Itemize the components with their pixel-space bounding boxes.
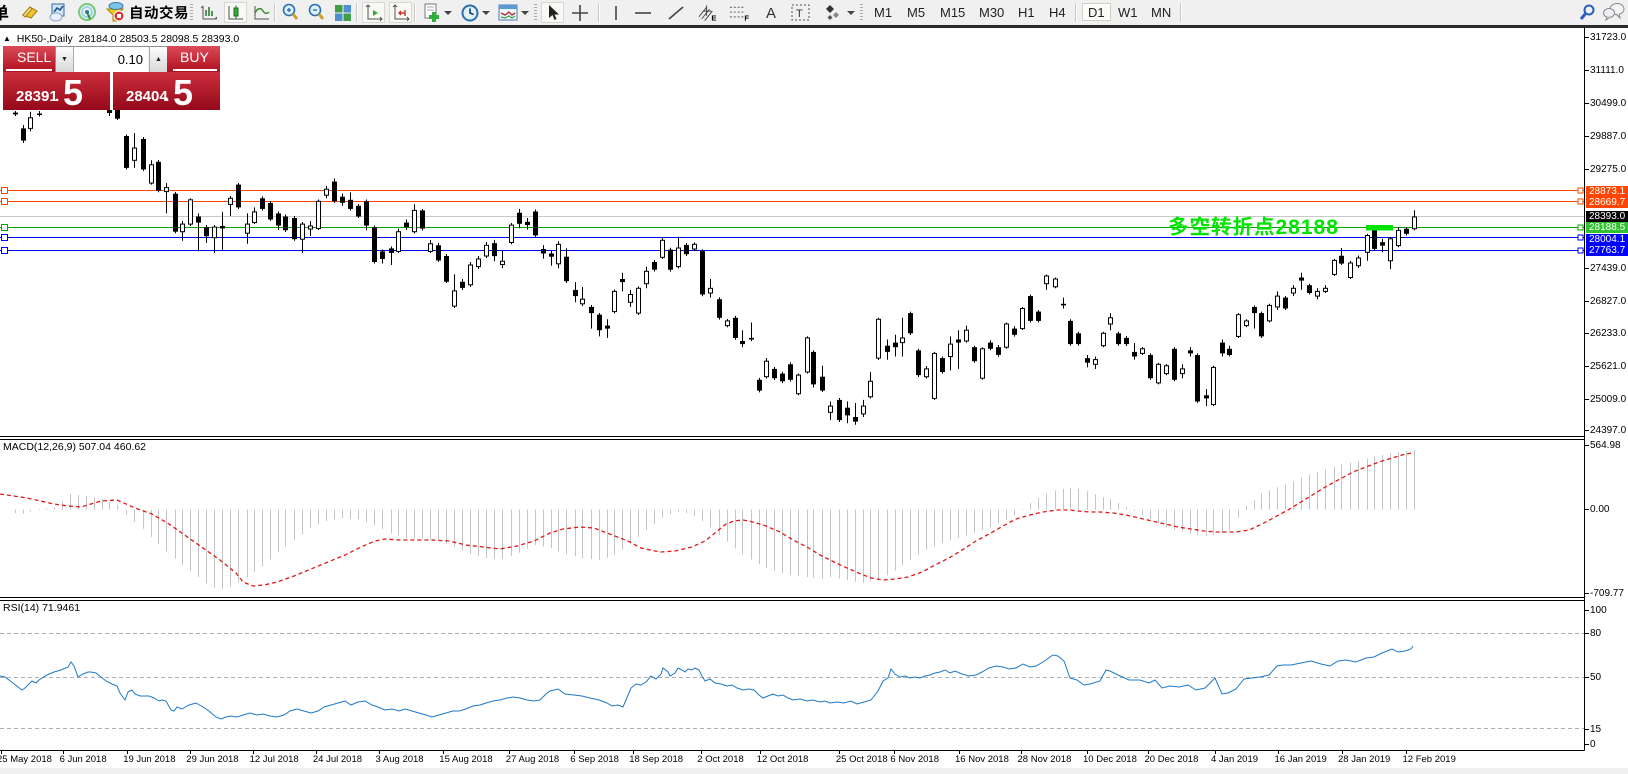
svg-text:T: T <box>796 8 803 20</box>
svg-text:F: F <box>744 13 749 22</box>
svg-text:A: A <box>766 5 776 22</box>
svg-text:E: E <box>711 13 716 22</box>
